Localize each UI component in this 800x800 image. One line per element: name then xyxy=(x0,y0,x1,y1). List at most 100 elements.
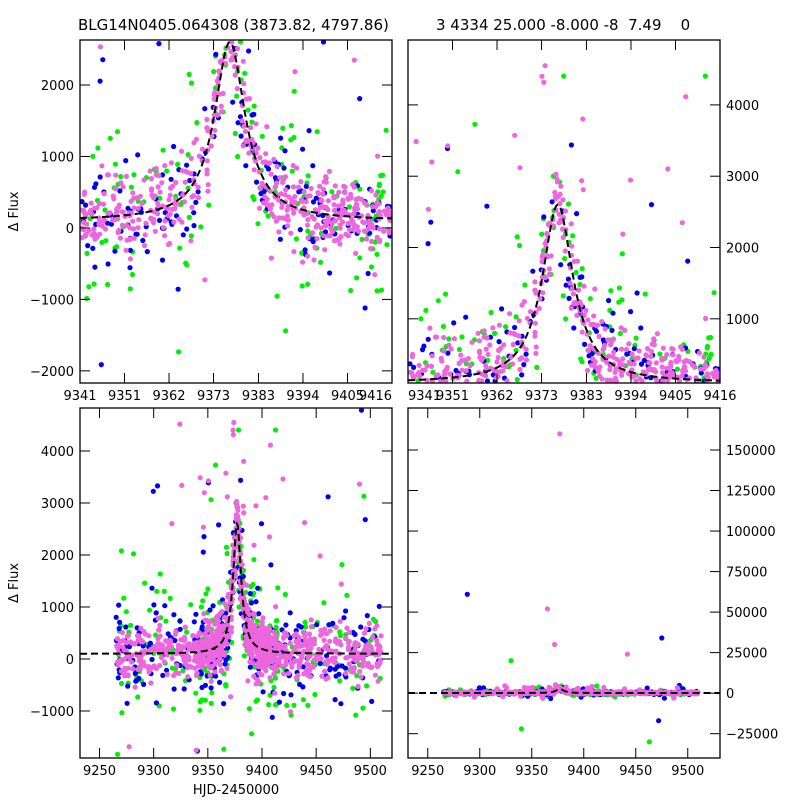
data-point-pink xyxy=(208,143,214,149)
data-point-green xyxy=(291,88,297,94)
data-point-pink xyxy=(651,341,657,348)
data-point-blue xyxy=(464,591,470,597)
data-point-blue xyxy=(258,191,264,197)
y-tick-label: −25000 xyxy=(726,728,778,743)
data-point-pink xyxy=(623,346,630,353)
data-point-pink xyxy=(212,661,218,667)
data-point-pink xyxy=(493,375,499,381)
data-point-blue xyxy=(338,701,344,707)
data-point-green xyxy=(246,706,252,712)
data-point-pink xyxy=(341,183,347,189)
data-point-pink xyxy=(481,334,487,340)
data-point-pink xyxy=(146,633,152,639)
data-point-blue xyxy=(282,148,288,154)
data-point-green xyxy=(646,739,652,745)
data-point-pink xyxy=(298,179,304,185)
data-point-blue xyxy=(376,603,382,610)
data-point-pink xyxy=(413,138,419,145)
data-point-pink xyxy=(135,205,141,211)
data-point-pink xyxy=(232,52,238,58)
data-point-pink xyxy=(260,615,266,621)
data-point-pink xyxy=(289,664,295,670)
data-point-pink xyxy=(487,342,493,348)
data-point-pink xyxy=(610,354,616,360)
data-point-pink xyxy=(162,647,169,653)
data-point-pink xyxy=(188,238,194,244)
data-point-pink xyxy=(202,617,208,624)
data-point-blue xyxy=(191,210,197,216)
data-point-pink xyxy=(331,238,338,244)
data-point-pink xyxy=(148,680,154,686)
data-point-pink xyxy=(267,442,273,448)
data-point-blue xyxy=(177,618,183,624)
data-point-pink xyxy=(365,219,371,226)
data-point-pink xyxy=(318,656,324,662)
data-point-blue xyxy=(362,517,368,523)
x-tick-label: 9383 xyxy=(570,389,603,404)
data-point-pink xyxy=(258,628,265,634)
data-point-green xyxy=(282,591,288,598)
data-point-pink xyxy=(476,338,482,344)
data-point-green xyxy=(288,123,294,129)
data-point-blue xyxy=(123,158,129,164)
data-point-pink xyxy=(314,657,320,663)
data-point-pink xyxy=(504,378,510,384)
data-point-pink xyxy=(235,530,242,536)
data-point-blue xyxy=(123,624,129,630)
data-point-pink xyxy=(169,206,175,212)
data-point-pink xyxy=(273,666,279,672)
data-point-pink xyxy=(357,668,363,675)
data-point-pink xyxy=(249,628,255,634)
data-point-blue xyxy=(281,690,287,697)
data-point-blue xyxy=(117,188,123,194)
data-point-pink xyxy=(305,217,311,223)
data-point-pink xyxy=(123,247,129,253)
data-point-blue xyxy=(515,340,521,346)
data-point-pink xyxy=(508,354,514,360)
data-point-green xyxy=(254,697,260,703)
data-point-pink xyxy=(224,633,230,640)
data-point-pink xyxy=(251,542,257,548)
data-point-green xyxy=(305,281,311,287)
data-point-pink xyxy=(104,172,111,178)
data-point-pink xyxy=(240,605,247,612)
data-point-blue xyxy=(317,660,323,667)
data-point-pink xyxy=(703,315,709,322)
data-point-pink xyxy=(276,229,282,235)
data-point-pink xyxy=(152,648,159,654)
data-point-pink xyxy=(368,188,374,194)
data-point-blue xyxy=(268,562,274,568)
data-point-blue xyxy=(156,217,163,223)
data-point-pink xyxy=(361,228,367,234)
data-point-pink xyxy=(283,187,289,193)
data-point-pink xyxy=(251,645,257,651)
data-point-pink xyxy=(173,670,179,676)
data-point-pink xyxy=(345,644,351,651)
data-point-pink xyxy=(311,663,317,670)
y-tick-label: 3000 xyxy=(726,170,759,185)
data-point-blue xyxy=(310,239,316,245)
data-point-blue xyxy=(407,361,413,367)
data-point-pink xyxy=(373,204,379,210)
data-point-pink xyxy=(441,373,447,379)
data-point-pink xyxy=(292,69,298,75)
data-point-pink xyxy=(241,510,247,516)
data-point-pink xyxy=(256,169,262,175)
data-point-green xyxy=(236,427,242,433)
data-point-blue xyxy=(445,350,451,356)
data-point-pink xyxy=(351,211,357,217)
data-point-pink xyxy=(372,626,378,632)
data-point-pink xyxy=(251,167,257,173)
data-point-green xyxy=(302,624,309,630)
data-point-pink xyxy=(323,204,329,210)
data-point-pink xyxy=(242,615,248,621)
data-point-pink xyxy=(360,659,366,665)
data-point-pink xyxy=(224,494,230,500)
data-point-pink xyxy=(307,667,313,673)
data-point-pink xyxy=(551,691,557,697)
title-right: 3 4334 25.000 -8.000 -8 7.49 0 xyxy=(436,16,691,34)
data-point-pink xyxy=(113,172,119,178)
data-point-pink xyxy=(604,377,610,383)
data-point-pink xyxy=(115,643,122,649)
data-point-blue xyxy=(127,265,133,271)
